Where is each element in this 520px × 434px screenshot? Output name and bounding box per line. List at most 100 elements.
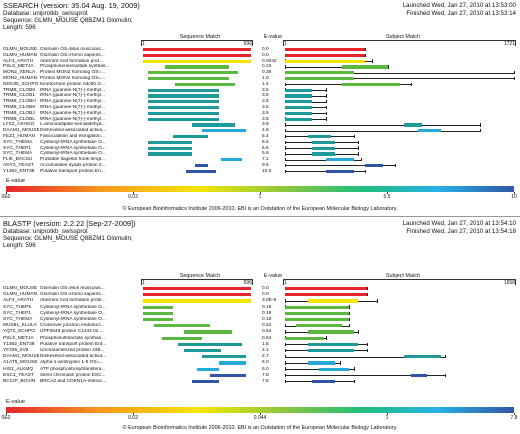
result-row-id[interactable]: PSLS_METJA bbox=[3, 64, 34, 70]
result-row-id[interactable]: DAAM1_MOUSE bbox=[3, 128, 39, 134]
result-row-id[interactable]: MON2_HUMAN bbox=[3, 76, 38, 81]
result-row-evalue: 3.5 bbox=[262, 105, 269, 110]
result-row-id[interactable]: GLMN_HUMAN bbox=[3, 52, 38, 58]
result-row-id[interactable]: ADY3_YEAST bbox=[3, 163, 34, 168]
result-row-id[interactable]: HIS2_ALKMQ bbox=[3, 366, 34, 372]
subject-line-end-tick bbox=[358, 146, 359, 150]
legend-tick-label: 0.02 bbox=[128, 194, 138, 200]
sequence-match-bar bbox=[186, 169, 217, 173]
subject-line-end-tick bbox=[326, 88, 327, 92]
result-row-id[interactable]: GLMN_MOUSE bbox=[3, 47, 38, 52]
result-row-id[interactable]: SYC_THEP1 bbox=[3, 145, 31, 151]
result-row-id[interactable]: TRMB_CLOB6 bbox=[3, 87, 35, 93]
result-row-id[interactable]: PSLS_METJA bbox=[3, 335, 34, 341]
result-row-id[interactable]: BCCIP_BOVIN bbox=[3, 379, 36, 384]
subject-line-end-tick bbox=[358, 152, 359, 156]
subject-line-end-tick bbox=[349, 317, 350, 322]
result-row-id[interactable]: YQ72_SCHPO bbox=[3, 329, 35, 335]
legend-tick-mark bbox=[260, 413, 261, 415]
result-row-evalue: 1.4 bbox=[262, 81, 269, 87]
result-row-id[interactable]: TRMB_CLOBH bbox=[3, 99, 36, 105]
sequence-match-bar bbox=[148, 94, 219, 98]
sequence-match-bar bbox=[148, 146, 192, 150]
sequence-match-bar bbox=[148, 106, 219, 110]
subject-line-end-tick bbox=[388, 65, 389, 69]
subject-match-bar bbox=[285, 100, 313, 104]
subject-line-start-tick bbox=[285, 123, 286, 127]
blastp-title: BLASTP (version: 2.2.22 [Sep-27-2009]) bbox=[3, 219, 136, 228]
subject-line-start-tick bbox=[285, 324, 286, 328]
result-row-id[interactable]: TRMB_CLOBL bbox=[3, 116, 35, 122]
result-row-id[interactable]: ALF4_ARATH bbox=[3, 58, 34, 64]
result-row-evalue: 0.0 bbox=[262, 286, 269, 291]
result-row-id[interactable]: YF335_IIV6 bbox=[3, 348, 29, 353]
legend-tick-mark bbox=[514, 413, 515, 415]
sequence-match-bar bbox=[162, 336, 203, 340]
result-row-id[interactable]: SYC_THEP1 bbox=[3, 310, 31, 316]
sequence-match-bar bbox=[148, 88, 219, 92]
result-row-id[interactable]: GLMN_MOUSE bbox=[3, 286, 38, 291]
subject-match-bar bbox=[326, 169, 354, 173]
ssearch-title: SSEARCH (version: 35.04 Aug. 19, 2009) bbox=[3, 1, 140, 10]
result-row-id[interactable]: TRMB_CLOBJ bbox=[3, 110, 35, 116]
subject-line-start-tick bbox=[285, 379, 286, 384]
ssearch-subj-tick-end: 1721 bbox=[503, 41, 515, 47]
ssearch-legend-gradient bbox=[6, 186, 514, 192]
subject-line-start-tick bbox=[285, 82, 286, 86]
result-row-description: Cysteinyl-tRNA synthetase O... bbox=[40, 317, 106, 322]
subject-line-end-tick bbox=[372, 59, 373, 63]
sequence-match-bar bbox=[148, 71, 239, 75]
result-row-id[interactable]: NDC80_SCHPO bbox=[3, 81, 39, 87]
result-row-description: Aberrant root formation prot... bbox=[40, 58, 103, 64]
result-row-description: Phosphoserine/sulfate synthas... bbox=[40, 64, 110, 70]
result-row-id[interactable]: MUS81_KLULA bbox=[3, 323, 37, 329]
result-row-evalue: 5.6 bbox=[262, 145, 269, 151]
result-row-evalue: 3.5 bbox=[262, 93, 269, 99]
subject-line-start-tick bbox=[285, 134, 286, 139]
result-row-description: Cysteinyl-tRNA synthetase O... bbox=[40, 151, 106, 157]
ssearch-seq-tick-end: 596 bbox=[243, 41, 252, 47]
result-row-id[interactable]: SYC_THEMA bbox=[3, 317, 33, 322]
result-row-id[interactable]: SYC_THEMA bbox=[3, 139, 33, 145]
result-row-description: tRNA (guanine-N(7)-)-methyl... bbox=[40, 105, 106, 110]
result-row-id[interactable]: DAAM1_MOUSE bbox=[3, 354, 39, 360]
result-row-id[interactable]: FEZ1_HUMAN bbox=[3, 134, 35, 139]
sequence-match-bar bbox=[148, 111, 219, 115]
sequence-match-bar bbox=[148, 100, 219, 104]
result-row-id[interactable]: ALF4_ARATH bbox=[3, 298, 34, 304]
subject-length-line bbox=[285, 165, 395, 166]
sequence-match-bar bbox=[153, 324, 210, 328]
subject-line-start-tick bbox=[285, 330, 286, 334]
subject-line-start-tick bbox=[285, 140, 286, 144]
result-row-id[interactable]: ESC1_YEAST bbox=[3, 372, 34, 378]
ssearch-legend-label: E-value bbox=[6, 178, 25, 184]
subject-length-line bbox=[285, 124, 480, 126]
result-row-description: Cysteinyl-tRNA synthetase O... bbox=[40, 145, 106, 151]
subject-line-start-tick bbox=[285, 299, 286, 303]
result-row-evalue: 0.54 bbox=[262, 329, 272, 335]
result-row-id[interactable]: FLIK_BACSU bbox=[3, 157, 33, 163]
subject-length-line bbox=[285, 375, 446, 376]
result-row-id[interactable]: SYC_THEP5 bbox=[3, 304, 31, 310]
subject-line-end-tick bbox=[349, 324, 350, 328]
result-row-id[interactable]: TRMB_CLOB1 bbox=[3, 93, 35, 99]
subject-match-bar bbox=[285, 311, 350, 315]
result-row-id[interactable]: Y1362_ENT38 bbox=[3, 341, 35, 347]
result-row-id[interactable]: A1AT5_MOUSE bbox=[3, 360, 38, 366]
subject-match-bar bbox=[307, 135, 331, 139]
result-row-id[interactable]: Y1362_ENT38 bbox=[3, 168, 35, 174]
result-row-id[interactable]: TRMB_CLOBK bbox=[3, 105, 36, 110]
sequence-match-bar bbox=[173, 135, 208, 139]
subject-match-bar bbox=[285, 88, 313, 92]
result-row-id[interactable]: SYC_THEMA bbox=[3, 151, 33, 157]
result-row-id[interactable]: MON2_XENLA bbox=[3, 70, 36, 76]
result-row-description: Phosphosulfolactate synthas... bbox=[40, 335, 106, 341]
result-row-description: Disheveled-associated activa... bbox=[40, 128, 107, 134]
result-row-id[interactable]: GLMN_HUMAN bbox=[3, 292, 38, 298]
sequence-match-bar bbox=[143, 299, 251, 303]
result-row-id[interactable]: LYS2_ASHGO bbox=[3, 122, 35, 128]
legend-tick-label: 0.044 bbox=[253, 415, 267, 421]
subject-match-bar bbox=[312, 380, 336, 384]
subject-line-end-tick bbox=[365, 169, 366, 173]
subject-match-bar bbox=[285, 293, 368, 297]
